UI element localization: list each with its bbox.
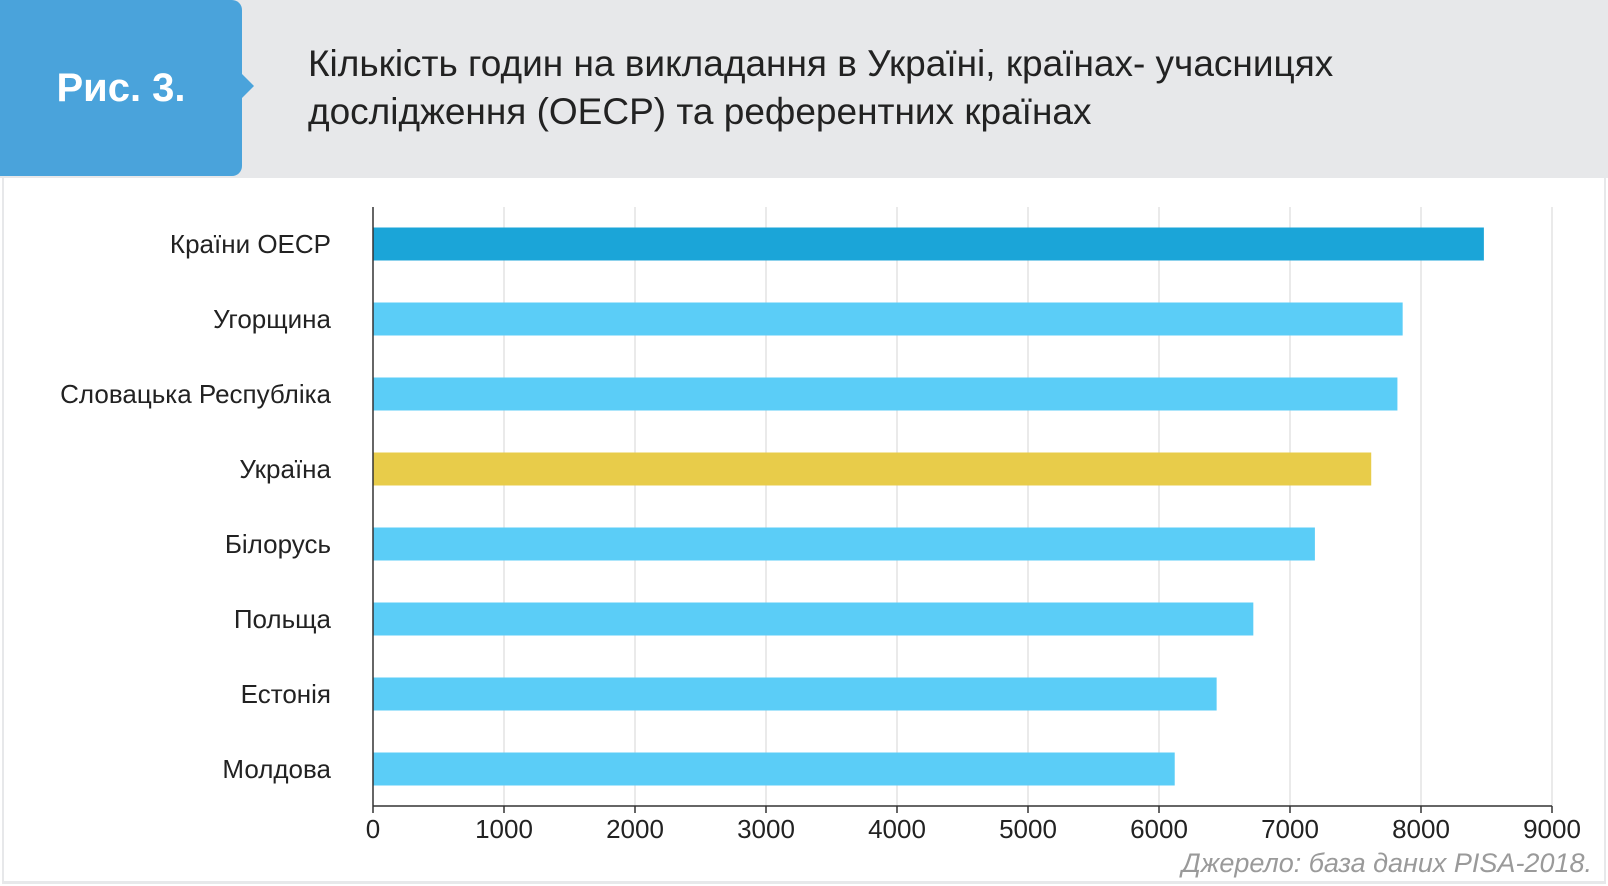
bar: [373, 677, 1217, 711]
badge-pointer: [240, 72, 254, 100]
category-label: Естонія: [241, 679, 331, 709]
bar: [373, 602, 1254, 636]
category-label: Молдова: [222, 754, 331, 784]
category-label: Угорщина: [213, 304, 331, 334]
bar: [373, 452, 1372, 486]
x-tick-label: 1000: [475, 814, 533, 844]
bar: [373, 302, 1403, 336]
x-tick-label: 4000: [868, 814, 926, 844]
chart-title: Кількість годин на викладання в Україні,…: [308, 43, 1334, 132]
x-tick-label: 8000: [1392, 814, 1450, 844]
category-label: Білорусь: [225, 529, 331, 559]
x-tick-label: 0: [366, 814, 380, 844]
category-label: Україна: [239, 454, 331, 484]
category-label: Словацька Республіка: [60, 379, 331, 409]
bar: [373, 527, 1315, 561]
x-tick-label: 9000: [1523, 814, 1581, 844]
x-tick-label: 7000: [1261, 814, 1319, 844]
category-label: Польща: [234, 604, 332, 634]
bar: [373, 377, 1398, 411]
x-tick-label: 2000: [606, 814, 664, 844]
source-note: Джерело: база даних PISA-2018.: [1181, 848, 1592, 878]
bar: [373, 227, 1484, 261]
figure-badge: Рис. 3.: [0, 0, 242, 176]
x-tick-label: 3000: [737, 814, 795, 844]
category-label: Країни ОЕСР: [170, 229, 331, 259]
bar: [373, 752, 1175, 786]
figure-header: Рис. 3. Кількість годин на викладання в …: [0, 0, 1608, 178]
x-tick-label: 6000: [1130, 814, 1188, 844]
figure-number: Рис. 3.: [56, 66, 186, 110]
x-tick-label: 5000: [999, 814, 1057, 844]
